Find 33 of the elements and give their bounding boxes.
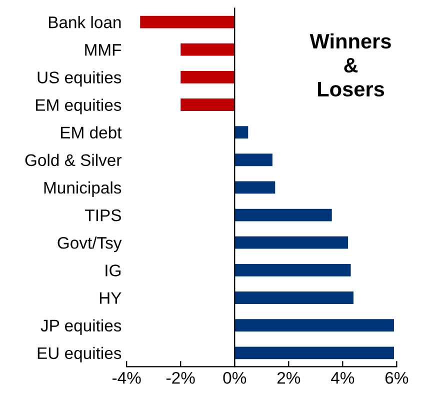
bar	[234, 181, 276, 194]
annotation: Winners & Losers	[310, 33, 391, 97]
bar	[234, 319, 394, 332]
bar	[234, 264, 351, 276]
y-tick-label: MMF	[85, 44, 122, 56]
y-tick-label: Govt/Tsy	[58, 236, 122, 252]
bar	[234, 208, 332, 222]
y-tick-label: Gold & Silver	[25, 154, 122, 166]
y-tick-label: Municipals	[44, 181, 122, 197]
bar	[180, 70, 235, 84]
x-tick-label: -4%	[112, 372, 141, 384]
y-tick-label: Bank loan	[48, 16, 121, 28]
y-tick-label: US equities	[38, 71, 122, 87]
bar	[234, 292, 354, 304]
bar	[234, 126, 248, 139]
x-tick-label: 2%	[277, 372, 300, 384]
bar	[234, 236, 348, 249]
bar	[180, 98, 235, 111]
bar	[180, 43, 235, 56]
bar	[140, 16, 235, 28]
bar	[234, 346, 394, 360]
x-tick-label: 6%	[385, 372, 408, 384]
y-tick-label: EM debt	[61, 126, 122, 139]
y-tick-label: EU equities	[38, 346, 122, 362]
x-tick-label: 4%	[331, 372, 354, 384]
x-tick-label: -2%	[166, 372, 195, 384]
y-tick-label: TIPS	[85, 209, 121, 222]
y-tick-label: JP equities	[40, 319, 122, 335]
y-tick-label: HY	[100, 292, 122, 304]
x-tick-label: 0%	[223, 372, 246, 384]
bar	[234, 154, 272, 166]
y-tick-label: IG	[106, 264, 120, 276]
y-tick-label: EM equities	[36, 98, 122, 114]
